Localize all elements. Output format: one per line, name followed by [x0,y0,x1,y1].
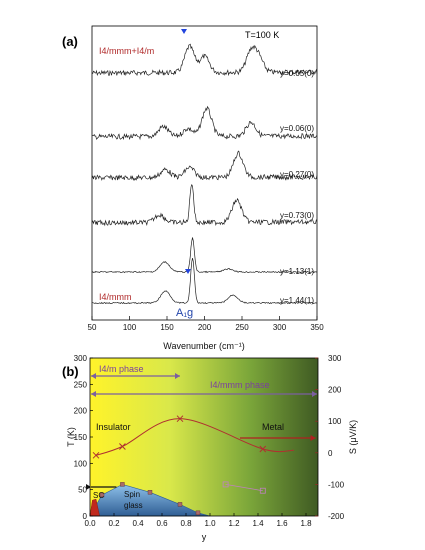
top-peak-marker [181,29,187,34]
i4m-phase-arrow-head [175,373,180,379]
pink-line [225,484,263,492]
phase-bottom-label: I4/mmm [99,292,132,302]
temperature-label: T=100 K [245,30,279,40]
spectrum-label: y=1.44(1) [280,296,314,305]
pink-point [222,481,229,488]
i4m-phase-label: I4/m phase [99,364,144,374]
x-tick-label: 300 [273,323,287,332]
i4m-phase-arrow-tail [91,373,96,379]
y-right-tick-label: 300 [328,354,342,363]
x-tick-label: 0.2 [108,519,120,528]
spectrum-line [91,258,318,305]
y-right-tick-label: -100 [328,480,345,489]
tsg-point [99,492,105,498]
panel-a-xaxis: 50 100 150 200 250 300 350 [88,316,324,332]
metal-arrow-head [310,435,316,441]
y-right-tick-label: 100 [328,417,342,426]
panel-a-label: (a) [62,34,78,49]
panel-b-ylabel-right: S (μV/K) [348,420,358,454]
pink-point [259,487,266,494]
spectrum-label: y=0.27(0) [280,170,314,179]
a1g-mode-label: A₁g [176,307,193,319]
y-right-tick-label: 0 [328,449,333,458]
x-tick-label: 0.4 [132,519,144,528]
x-tick-label: 100 [123,323,137,332]
seebeck-point [92,451,100,459]
panel-b-content [86,373,317,517]
spectrum-label: y=0.73(0) [280,211,314,220]
x-tick-label: 1.8 [300,519,312,528]
y-left-tick-label: 150 [74,433,88,442]
spectrum-label: y=1.13(1) [280,267,314,276]
i4mmm-phase-arrow-head [312,391,317,397]
x-tick-label: 1.2 [228,519,240,528]
panel-b-label: (b) [62,364,79,379]
x-tick-label: 1.4 [252,519,264,528]
panel-b-xlabel: y [202,532,207,542]
spectrum-line [91,43,318,77]
y-left-tick-label: 50 [78,486,87,495]
y-left-tick-label: 200 [74,407,88,416]
a1g-peak-marker [185,269,191,274]
sc-arrow-head [86,484,91,490]
y-left-tick-label: 250 [74,380,88,389]
x-tick-label: 200 [198,323,212,332]
tsg-point [147,490,153,495]
x-tick-label: 0.0 [84,519,96,528]
x-tick-label: 250 [235,323,249,332]
spectrum-line [91,237,318,274]
spectrum-label: y=0.06(0) [280,124,314,133]
tsg-point [195,510,201,516]
spectrum-line [91,183,318,227]
x-tick-label: 50 [88,323,97,332]
y-right-tick-label: 200 [328,386,342,395]
seebeck-point [176,415,184,423]
y-left-tick-label: 0 [83,512,88,521]
spectrum-line [91,150,318,181]
x-tick-label: 0.8 [180,519,192,528]
tsg-point [120,482,125,487]
seebeck-point [259,445,267,453]
x-tick-label: 150 [160,323,174,332]
panel-a-xlabel: Wavenumber (cm⁻¹) [163,341,244,351]
spectrum-line [91,105,318,141]
y-left-tick-label: 300 [74,354,88,363]
panel-b-axes: 0.0 0.2 0.4 0.6 0.8 1.0 1.2 1.4 1.6 1.8 0 50 100 150 2… [74,354,345,528]
x-tick-label: 1.6 [276,519,288,528]
i4mmm-phase-arrow-tail [91,391,96,397]
y-left-tick-label: 100 [74,459,88,468]
seebeck-point [119,443,126,450]
phase-top-label: I4/mmm+I4/m [99,46,154,56]
x-tick-label: 1.0 [204,519,216,528]
tsg-point [177,502,183,507]
x-tick-label: 350 [310,323,324,332]
y-right-tick-label: -200 [328,512,345,521]
spectrum-label: y=0.05(0) [280,69,314,78]
sc-label: SC [93,491,104,500]
x-tick-label: 0.6 [156,519,168,528]
spin-glass-label: Spin [124,490,140,499]
i4mmm-phase-label: I4/mmm phase [210,380,270,390]
panel-b-ylabel-left: T (K) [66,427,76,447]
panel-a-spectra: y=0.05(0) y=0.06(0) y=0.27(0) y=0.73(0) y=1.… [91,43,318,305]
spin-glass-label-2: glass [124,501,143,510]
spin-glass-dome [89,484,211,517]
insulator-label: Insulator [96,422,131,432]
metal-label: Metal [262,422,284,432]
